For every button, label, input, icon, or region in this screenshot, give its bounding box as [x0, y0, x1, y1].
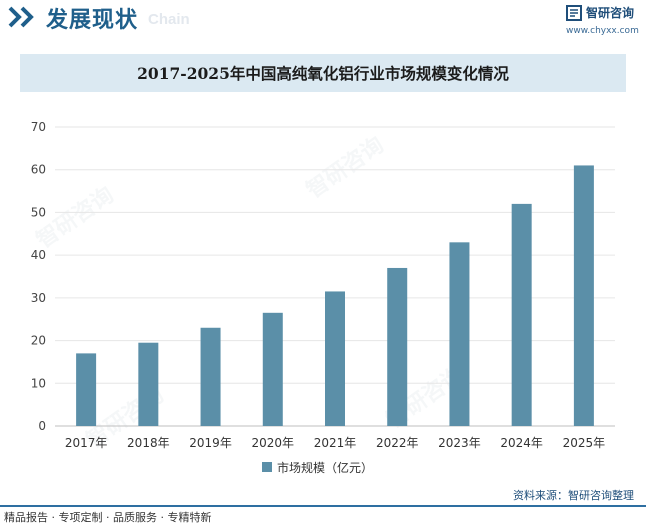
x-tick-label: 2024年 — [500, 436, 543, 450]
bar — [138, 342, 159, 426]
chevrons-icon — [8, 6, 34, 28]
y-tick-label: 30 — [31, 291, 46, 305]
legend-swatch — [262, 462, 272, 472]
x-tick-label: 2023年 — [438, 436, 481, 450]
y-tick-label: 50 — [31, 205, 46, 219]
bar — [573, 165, 594, 426]
y-tick-label: 40 — [31, 248, 46, 262]
header: 发展现状 Chain 智研咨询 www.chyxx.com — [0, 0, 646, 36]
y-tick-label: 0 — [38, 419, 46, 433]
legend-label: 市场规模（亿元） — [277, 460, 373, 475]
x-tick-label: 2020年 — [252, 436, 295, 450]
bar — [387, 267, 408, 426]
chart-title: 2017-2025年中国高纯氧化铝行业市场规模变化情况 — [137, 64, 509, 83]
x-tick-label: 2022年 — [376, 436, 419, 450]
bar — [511, 203, 532, 426]
section-title: 发展现状 — [46, 7, 139, 33]
bar — [200, 327, 221, 426]
brand-name: 智研咨询 — [586, 6, 635, 20]
bar — [76, 353, 97, 426]
footer-slogan: 精品报告 · 专项定制 · 品质服务 · 专精特新 — [4, 511, 212, 524]
bar-chart: 0 10 20 30 40 50 60 70 2017年 2018年 2019年 2020年 2021年… — [31, 120, 615, 475]
x-tick-label: 2019年 — [189, 436, 232, 450]
y-tick-label: 10 — [31, 376, 46, 390]
chart-title-bar: 2017-2025年中国高纯氧化铝行业市场规模变化情况 — [20, 54, 626, 92]
bar — [262, 312, 283, 426]
bar — [449, 242, 470, 426]
y-tick-label: 60 — [31, 163, 46, 177]
x-tick-label: 2021年 — [314, 436, 357, 450]
y-tick-label: 70 — [31, 120, 46, 134]
section-subtitle: Chain — [148, 11, 190, 28]
bar — [325, 291, 345, 426]
source-note: 资料来源：智研咨询整理 — [513, 489, 634, 502]
x-tick-label: 2017年 — [65, 436, 108, 450]
footer-divider — [0, 505, 646, 507]
x-tick-label: 2025年 — [563, 436, 606, 450]
x-tick-label: 2018年 — [127, 436, 170, 450]
brand-logo-icon — [566, 5, 582, 21]
y-tick-label: 20 — [31, 334, 46, 348]
brand-url: www.chyxx.com — [566, 26, 639, 36]
